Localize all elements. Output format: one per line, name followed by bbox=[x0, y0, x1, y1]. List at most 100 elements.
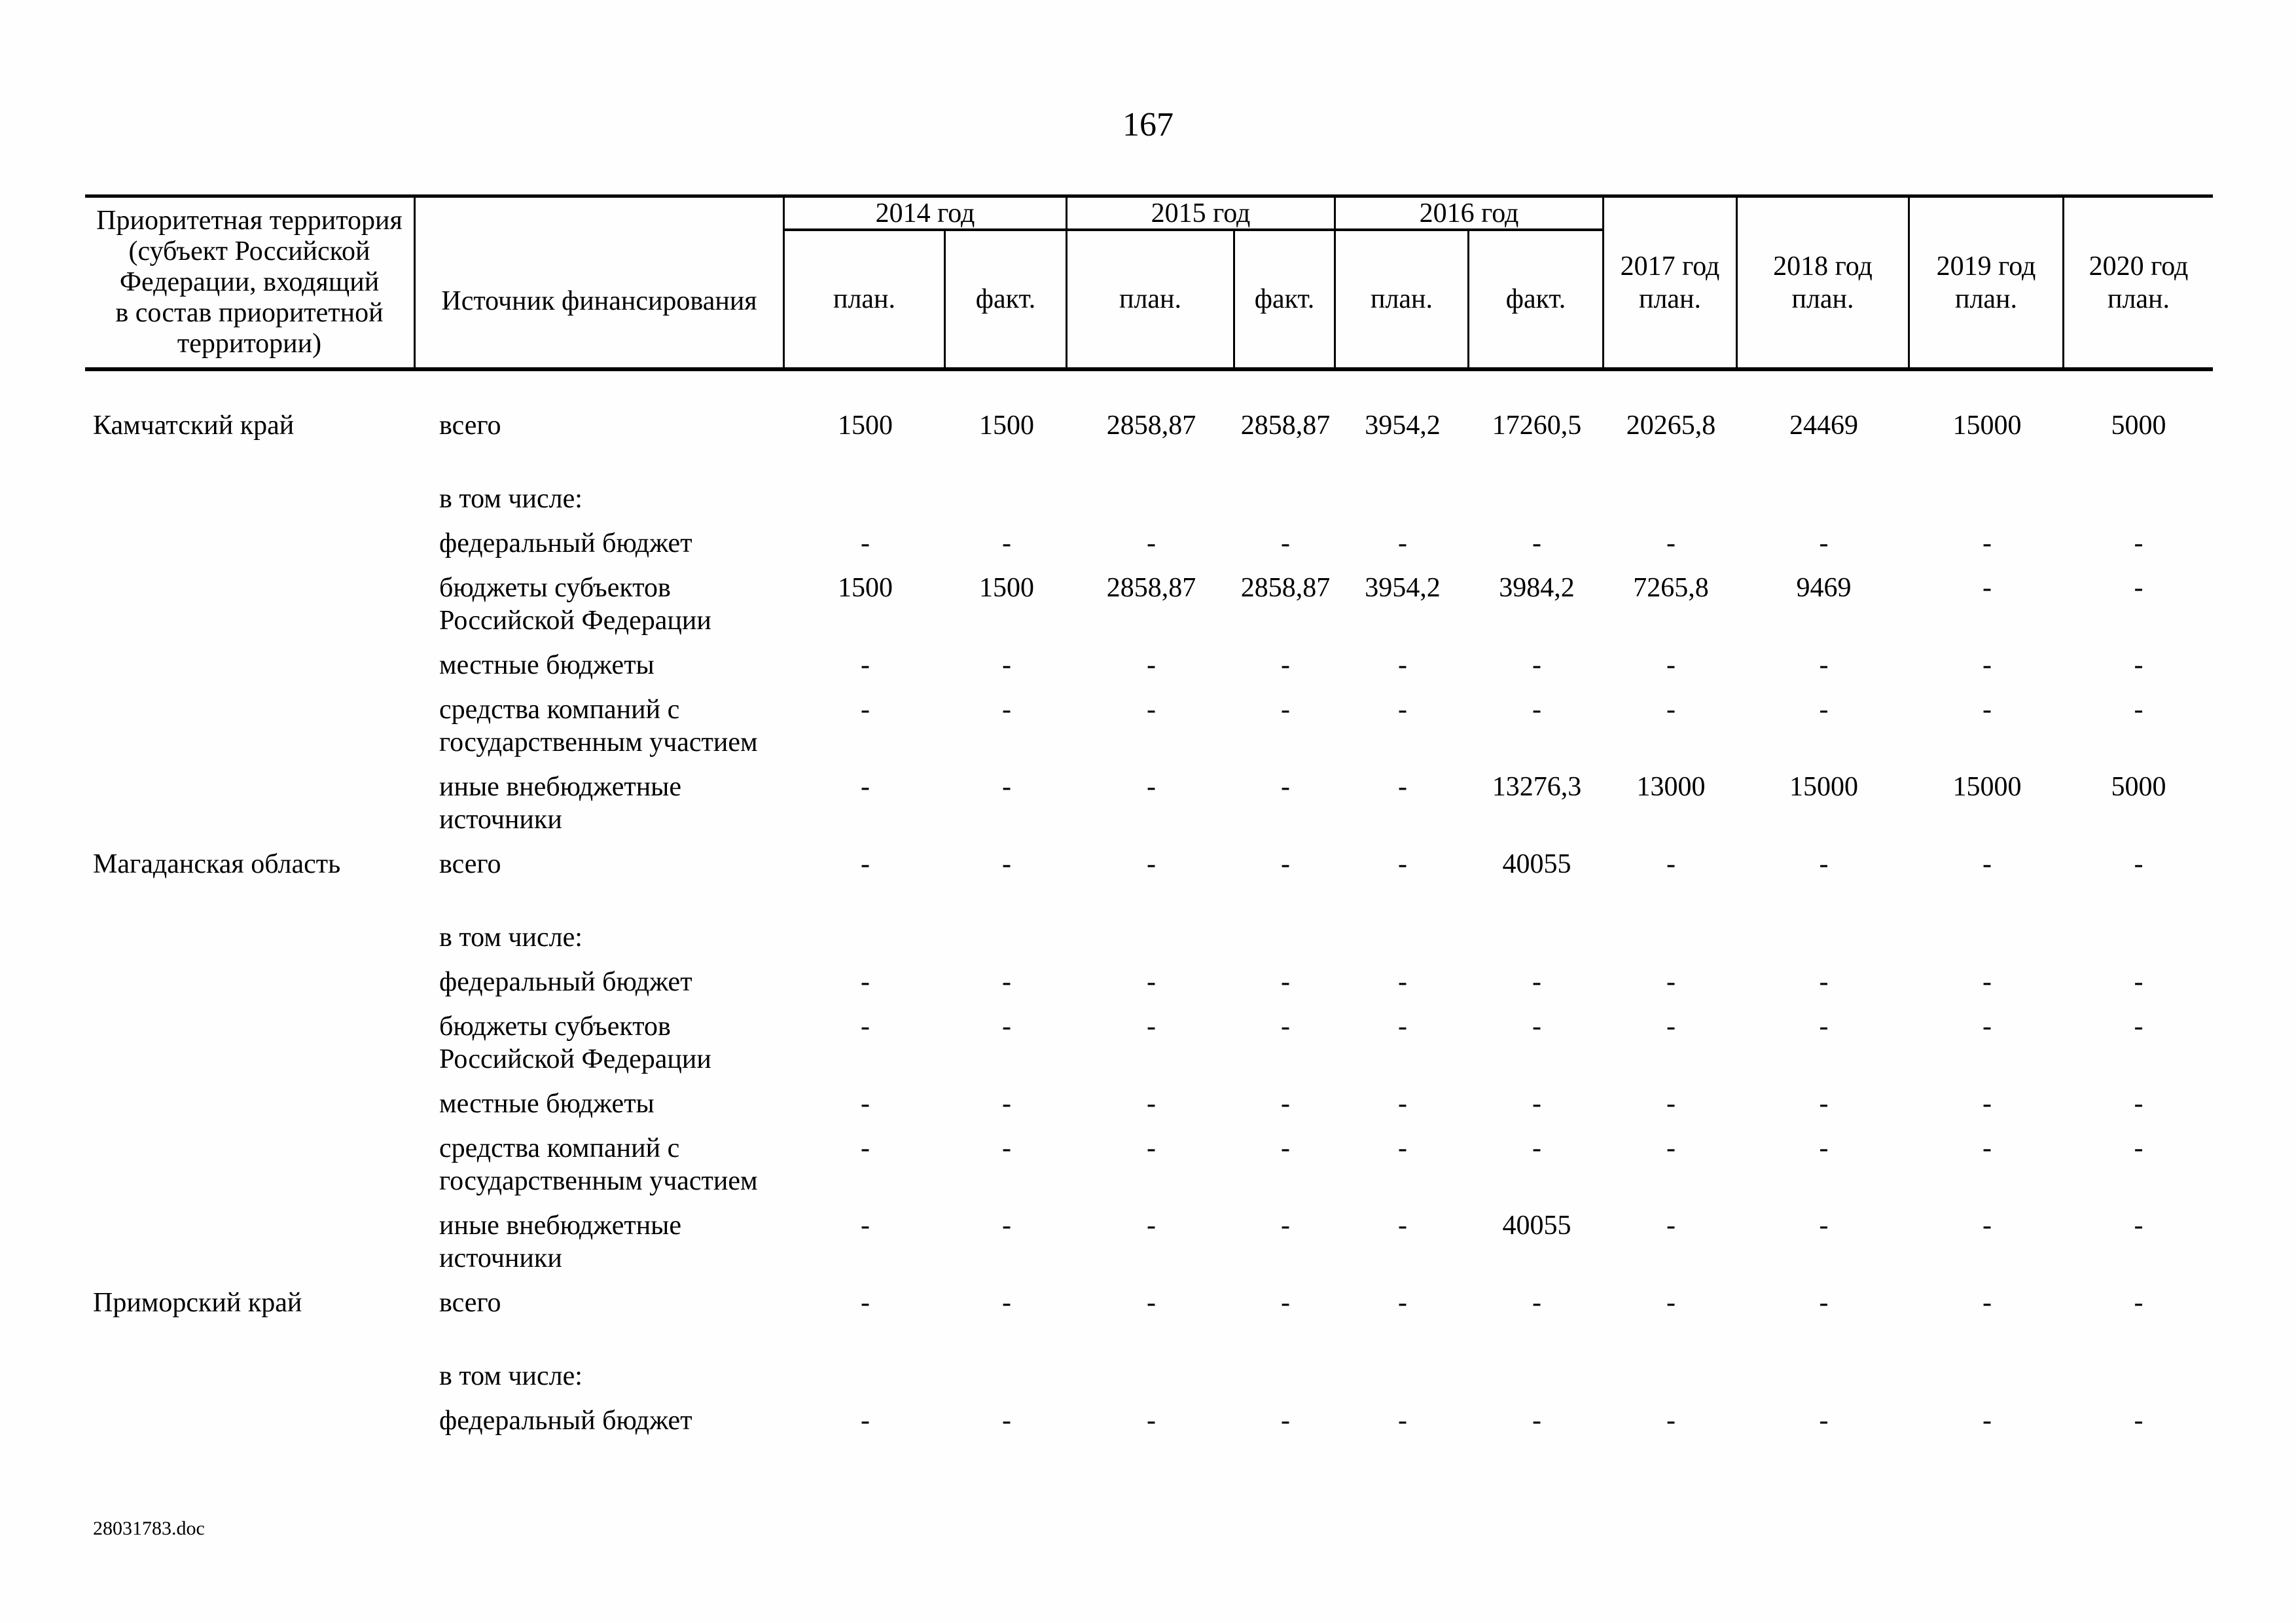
cell-value-2019-plan: - bbox=[1982, 1012, 1992, 1042]
table-body: Камчатский край всего 1500 1500 2858,87 … bbox=[85, 371, 2213, 1437]
cell-funding-source: иные внебюджетные источники bbox=[439, 772, 682, 835]
cell-territory: Магаданская область bbox=[93, 849, 341, 879]
table-row: иные внебюджетные источники - - - - - 40… bbox=[85, 1209, 2213, 1275]
cell-value-2014-plan: - bbox=[861, 1288, 870, 1318]
cell-value-2017-plan: 20265,8 bbox=[1626, 410, 1716, 441]
header-year-2019-plan: 2019 год план. bbox=[1910, 198, 2064, 367]
cell-value-2019-plan: - bbox=[1982, 1406, 1992, 1436]
cell-value-2016-plan: - bbox=[1398, 650, 1407, 680]
cell-value-2020-plan: - bbox=[2134, 1211, 2144, 1241]
cell-value-2016-fact: 17260,5 bbox=[1492, 410, 1582, 441]
cell-value-2016-fact: 40055 bbox=[1502, 1211, 1571, 1241]
header-2016-plan: план. bbox=[1336, 231, 1469, 367]
cell-funding-source: всего bbox=[439, 849, 501, 879]
cell-value-2015-plan: - bbox=[1147, 1089, 1156, 1119]
cell-value-2017-plan: - bbox=[1666, 650, 1676, 680]
cell-value-2017-plan: - bbox=[1666, 967, 1676, 997]
cell-funding-source: в том числе: bbox=[439, 1361, 583, 1391]
cell-value-2015-fact: - bbox=[1281, 1012, 1290, 1042]
cell-value-2015-fact: - bbox=[1281, 1211, 1290, 1241]
table-row: федеральный бюджет - - - - - - - - - - bbox=[85, 1404, 2213, 1437]
cell-funding-source: всего bbox=[439, 410, 501, 441]
cell-value-2017-plan: - bbox=[1666, 1133, 1676, 1163]
cell-value-2018-plan: - bbox=[1819, 1089, 1829, 1119]
cell-value-2020-plan: - bbox=[2134, 650, 2144, 680]
cell-value-2019-plan: - bbox=[1982, 1089, 1992, 1119]
cell-value-2015-fact: - bbox=[1281, 650, 1290, 680]
page-number: 167 bbox=[1122, 106, 1174, 143]
table-row: Камчатский край всего 1500 1500 2858,87 … bbox=[85, 409, 2213, 442]
cell-value-2016-plan: - bbox=[1398, 1211, 1407, 1241]
header-year-2015: 2015 год bbox=[1067, 198, 1336, 231]
cell-value-2015-fact: - bbox=[1281, 1089, 1290, 1119]
cell-value-2016-fact: 40055 bbox=[1502, 849, 1571, 879]
cell-value-2015-fact: 2858,87 bbox=[1240, 573, 1331, 603]
cell-value-2017-plan: - bbox=[1666, 1089, 1676, 1119]
header-2015-plan: план. bbox=[1067, 231, 1235, 367]
cell-value-2015-fact: - bbox=[1281, 967, 1290, 997]
cell-value-2015-plan: - bbox=[1147, 1406, 1156, 1436]
cell-value-2014-fact: - bbox=[1002, 1133, 1011, 1163]
cell-value-2015-fact: - bbox=[1281, 695, 1290, 725]
cell-value-2014-fact: - bbox=[1002, 967, 1011, 997]
cell-value-2015-fact: - bbox=[1281, 772, 1290, 802]
cell-value-2017-plan: - bbox=[1666, 695, 1676, 725]
cell-value-2014-fact: - bbox=[1002, 1089, 1011, 1119]
cell-funding-source: федеральный бюджет bbox=[439, 528, 692, 558]
table-row: в том числе: bbox=[85, 483, 2213, 515]
header-funding-source: Источник финансирования bbox=[416, 198, 785, 367]
cell-funding-source: всего bbox=[439, 1288, 501, 1318]
cell-value-2016-plan: - bbox=[1398, 1288, 1407, 1318]
cell-value-2016-plan: - bbox=[1398, 967, 1407, 997]
cell-value-2016-fact: 13276,3 bbox=[1492, 772, 1582, 802]
header-year-2020-plan: 2020 год план. bbox=[2089, 251, 2189, 314]
header-year-2014: 2014 год bbox=[785, 198, 1067, 231]
cell-value-2020-plan: - bbox=[2134, 1406, 2144, 1436]
cell-value-2014-plan: - bbox=[861, 1133, 870, 1163]
cell-territory: Камчатский край bbox=[93, 410, 295, 441]
table-row: местные бюджеты - - - - - - - - - - bbox=[85, 1087, 2213, 1120]
cell-value-2016-fact: - bbox=[1532, 1133, 1541, 1163]
cell-value-2016-plan: - bbox=[1398, 528, 1407, 558]
cell-value-2016-fact: - bbox=[1532, 695, 1541, 725]
cell-value-2015-plan: - bbox=[1147, 849, 1156, 879]
cell-value-2017-plan: - bbox=[1666, 1406, 1676, 1436]
header-2016-fact: факт. bbox=[1469, 231, 1604, 367]
cell-value-2015-fact: - bbox=[1281, 1133, 1290, 1163]
cell-value-2015-plan: - bbox=[1147, 772, 1156, 802]
cell-value-2014-plan: 1500 bbox=[838, 573, 893, 603]
header-year-2017-plan: 2017 год план. bbox=[1604, 198, 1738, 367]
cell-funding-source: федеральный бюджет bbox=[439, 967, 692, 997]
cell-value-2020-plan: - bbox=[2134, 528, 2144, 558]
cell-value-2019-plan: - bbox=[1982, 1133, 1992, 1163]
cell-funding-source: бюджеты субъектов Российской Федерации bbox=[439, 573, 711, 636]
cell-value-2014-plan: - bbox=[861, 967, 870, 997]
cell-value-2020-plan: - bbox=[2134, 849, 2144, 879]
cell-value-2014-plan: - bbox=[861, 1406, 870, 1436]
cell-value-2016-fact: - bbox=[1532, 1089, 1541, 1119]
cell-value-2014-plan: - bbox=[861, 528, 870, 558]
cell-value-2019-plan: 15000 bbox=[1952, 410, 2022, 441]
cell-value-2014-fact: 1500 bbox=[979, 410, 1034, 441]
cell-value-2020-plan: - bbox=[2134, 1012, 2144, 1042]
cell-value-2016-fact: 3984,2 bbox=[1499, 573, 1575, 603]
cell-value-2018-plan: 15000 bbox=[1789, 772, 1858, 802]
footer-filename: 28031783.doc bbox=[93, 1518, 205, 1539]
cell-value-2019-plan: - bbox=[1982, 650, 1992, 680]
cell-territory: Приморский край bbox=[93, 1288, 302, 1318]
table-row: в том числе: bbox=[85, 921, 2213, 954]
cell-value-2018-plan: 9469 bbox=[1796, 573, 1852, 603]
cell-value-2014-plan: - bbox=[861, 1089, 870, 1119]
table-row: иные внебюджетные источники - - - - - 13… bbox=[85, 771, 2213, 836]
table-row: федеральный бюджет - - - - - - - - - - bbox=[85, 966, 2213, 998]
cell-value-2017-plan: 7265,8 bbox=[1633, 573, 1709, 603]
cell-value-2016-plan: - bbox=[1398, 1406, 1407, 1436]
cell-value-2015-plan: - bbox=[1147, 967, 1156, 997]
cell-value-2014-plan: - bbox=[861, 1211, 870, 1241]
header-2014-fact: факт. bbox=[946, 231, 1067, 367]
cell-value-2014-plan: - bbox=[861, 695, 870, 725]
cell-value-2018-plan: - bbox=[1819, 967, 1829, 997]
cell-value-2020-plan: - bbox=[2134, 1089, 2144, 1119]
cell-value-2015-fact: - bbox=[1281, 849, 1290, 879]
